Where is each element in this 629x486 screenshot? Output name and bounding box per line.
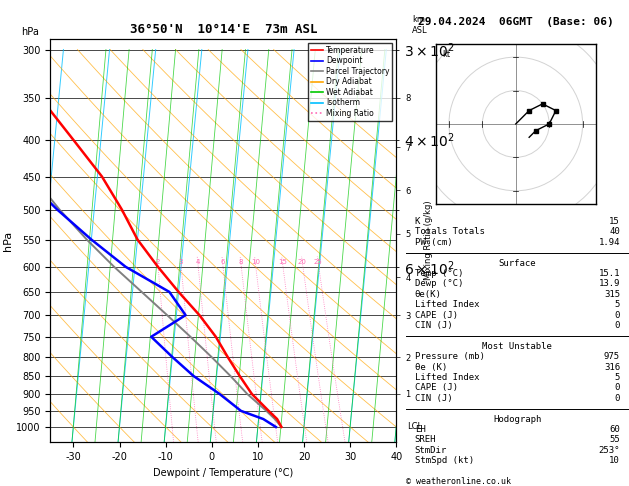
Text: 2: 2 xyxy=(155,259,160,264)
Text: Pressure (mb): Pressure (mb) xyxy=(415,352,484,361)
Text: LCL: LCL xyxy=(407,422,422,432)
Text: 29.04.2024  06GMT  (Base: 06): 29.04.2024 06GMT (Base: 06) xyxy=(418,17,614,27)
Text: Dewp (°C): Dewp (°C) xyxy=(415,279,463,288)
Text: 8: 8 xyxy=(238,259,243,264)
Text: CAPE (J): CAPE (J) xyxy=(415,383,458,392)
Text: EH: EH xyxy=(415,425,425,434)
Text: 0: 0 xyxy=(615,383,620,392)
Text: 316: 316 xyxy=(604,363,620,372)
Text: Mixing Ratio (g/kg): Mixing Ratio (g/kg) xyxy=(424,201,433,280)
Text: 315: 315 xyxy=(604,290,620,299)
Text: Hodograph: Hodograph xyxy=(493,415,542,424)
Text: 0: 0 xyxy=(615,311,620,320)
Text: Totals Totals: Totals Totals xyxy=(415,227,484,236)
Text: Most Unstable: Most Unstable xyxy=(482,342,552,351)
Text: 975: 975 xyxy=(604,352,620,361)
Text: CIN (J): CIN (J) xyxy=(415,394,452,403)
Text: 253°: 253° xyxy=(599,446,620,455)
Text: StmSpd (kt): StmSpd (kt) xyxy=(415,456,474,465)
Text: 15: 15 xyxy=(278,259,287,264)
Text: StmDir: StmDir xyxy=(415,446,447,455)
Text: 20: 20 xyxy=(298,259,307,264)
Text: kt: kt xyxy=(442,51,450,59)
Text: θe(K): θe(K) xyxy=(415,290,442,299)
Text: 10: 10 xyxy=(610,456,620,465)
Text: CIN (J): CIN (J) xyxy=(415,321,452,330)
Text: CAPE (J): CAPE (J) xyxy=(415,311,458,320)
Legend: Temperature, Dewpoint, Parcel Trajectory, Dry Adiabat, Wet Adiabat, Isotherm, Mi: Temperature, Dewpoint, Parcel Trajectory… xyxy=(308,43,392,121)
Text: 40: 40 xyxy=(610,227,620,236)
Text: θe (K): θe (K) xyxy=(415,363,447,372)
Text: 55: 55 xyxy=(610,435,620,444)
Text: K: K xyxy=(415,217,420,226)
Y-axis label: hPa: hPa xyxy=(3,230,13,251)
Text: Lifted Index: Lifted Index xyxy=(415,300,479,309)
Text: hPa: hPa xyxy=(21,27,39,37)
Text: 3: 3 xyxy=(179,259,183,264)
Title: 36°50'N  10°14'E  73m ASL: 36°50'N 10°14'E 73m ASL xyxy=(130,23,317,36)
Text: © weatheronline.co.uk: © weatheronline.co.uk xyxy=(406,477,511,486)
Text: 0: 0 xyxy=(615,321,620,330)
Text: Lifted Index: Lifted Index xyxy=(415,373,479,382)
Text: 6: 6 xyxy=(220,259,225,264)
Text: 4: 4 xyxy=(196,259,200,264)
Text: km
ASL: km ASL xyxy=(412,16,428,35)
Text: PW (cm): PW (cm) xyxy=(415,238,452,247)
X-axis label: Dewpoint / Temperature (°C): Dewpoint / Temperature (°C) xyxy=(153,468,293,478)
Text: 60: 60 xyxy=(610,425,620,434)
Text: 5: 5 xyxy=(615,300,620,309)
Text: 5: 5 xyxy=(615,373,620,382)
Text: Surface: Surface xyxy=(499,259,536,268)
Text: 10: 10 xyxy=(251,259,260,264)
Text: Temp (°C): Temp (°C) xyxy=(415,269,463,278)
Text: 25: 25 xyxy=(314,259,323,264)
Text: 1.94: 1.94 xyxy=(599,238,620,247)
Text: 13.9: 13.9 xyxy=(599,279,620,288)
Text: 15: 15 xyxy=(610,217,620,226)
Text: 0: 0 xyxy=(615,394,620,403)
Text: 15.1: 15.1 xyxy=(599,269,620,278)
Text: SREH: SREH xyxy=(415,435,436,444)
